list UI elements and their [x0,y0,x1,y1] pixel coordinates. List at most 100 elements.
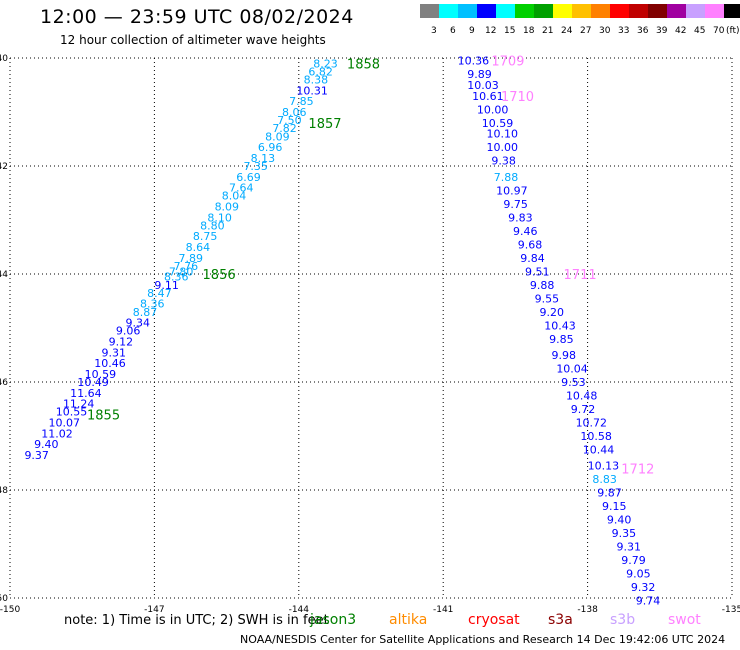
scale-label: 15 [504,26,516,36]
data-point-label: 9.68 [518,238,543,251]
data-point-label: 8.09 [215,201,240,214]
scale-swatch [534,4,553,18]
data-point-label: 7.82 [272,122,297,135]
data-point-label: 8.04 [222,190,247,203]
scale-swatch [724,4,740,18]
data-point-label: 11.02 [41,427,73,440]
data-point-label: 6.96 [258,141,283,154]
data-point-label: 10.00 [477,103,509,116]
data-point-label: 8.13 [251,152,276,165]
data-point-label: 9.83 [508,211,533,224]
scale-swatch [515,4,534,18]
pass-time-label: 1856 [203,268,236,283]
data-point-label: 10.61 [472,90,504,103]
satellite-legend-swot: swot [668,612,701,628]
pass-time-label: 1710 [501,90,534,105]
data-point-label: 9.20 [539,306,564,319]
data-point-label: 8.83 [592,473,617,486]
scale-swatch [477,4,496,18]
data-point-label: 9.12 [109,336,134,349]
satellite-legend-jason3: jason3 [310,612,357,628]
chart-subtitle: 12 hour collection of altimeter wave hei… [60,33,326,47]
scale-swatch [610,4,629,18]
data-point-label: 9.34 [126,317,150,330]
data-point-label: 9.74 [636,595,661,608]
scale-swatch [591,4,610,18]
scale-label: 12 [485,26,497,36]
data-point-label: 9.37 [24,449,49,462]
scale-swatch [705,4,724,18]
scale-label: 39 [656,26,668,36]
data-point-label: 10.13 [588,460,620,473]
scale-swatch [439,4,458,18]
scale-label: 3 [431,26,437,36]
scale-label: 27 [580,26,592,36]
satellite-legend-s3a: s3a [548,612,573,628]
data-point-label: 8.36 [164,271,189,284]
scale-swatch [629,4,648,18]
scale-swatch [458,4,477,18]
data-point-label: 8.06 [282,106,307,119]
data-point-label: 9.31 [101,346,126,359]
data-point-label: 9.53 [561,376,586,389]
y-tick-label: -46 [0,378,8,388]
scale-label: 21 [542,26,554,36]
data-point-label: 7.85 [289,95,314,108]
footer-credit: NOAA/NESDIS Center for Satellite Applica… [240,633,726,646]
footer-note: note: 1) Time is in UTC; 2) SWH is in fe… [64,613,329,628]
scale-swatch [686,4,705,18]
data-point-label: 9.84 [520,252,545,265]
data-point-label: 8.09 [265,130,290,143]
scale-swatch [648,4,667,18]
data-point-label: 6.82 [308,66,333,79]
data-point-label: 8.80 [200,219,225,232]
data-point-label: 7.35 [243,160,267,173]
scale-swatch [553,4,572,18]
scale-label: 9 [469,26,475,36]
data-point-label: 9.38 [491,155,516,168]
data-point-label: 9.11 [154,279,179,292]
data-point-label: 10.44 [583,444,615,457]
data-point-label: 7.88 [494,171,519,184]
data-point-label: 11.24 [63,398,95,411]
pass-time-label: 1858 [347,57,380,72]
data-point-label: 11.64 [70,387,102,400]
data-point-label: 10.43 [544,319,576,332]
data-point-label: 10.03 [467,79,499,92]
scale-swatch [496,4,515,18]
data-point-label: 9.06 [116,325,141,338]
scale-label: 6 [450,26,456,36]
scale-label: 36 [637,26,649,36]
data-point-label: 9.88 [530,279,555,292]
data-point-label: 10.10 [487,128,519,141]
scale-label: 30 [599,26,611,36]
data-point-label: 8.10 [207,211,232,224]
pass-time-label: 1712 [621,462,654,477]
data-point-label: 10.97 [496,184,528,197]
data-point-label: 10.07 [49,417,81,430]
x-tick-label: -135 [722,605,740,615]
data-point-label: 9.55 [535,292,560,305]
data-point-label: 8.23 [313,57,338,70]
pass-time-label: 1857 [308,117,341,132]
scale-label: 70 [713,26,725,36]
y-tick-label: -44 [0,270,8,280]
scale-label: 42 [675,26,687,36]
data-point-label: 9.05 [626,568,651,581]
y-tick-label: -42 [0,162,8,172]
data-point-label: 9.31 [616,541,641,554]
x-tick-label: -141 [433,605,453,615]
scale-swatch [420,4,439,18]
data-point-label: 9.79 [621,554,646,567]
scale-label: 45 [694,26,706,36]
data-point-label: 8.36 [140,298,165,311]
scale-swatch [572,4,591,18]
data-point-label: 10.04 [556,363,588,376]
scale-label: 18 [523,26,535,36]
data-point-label: 10.58 [580,430,612,443]
x-tick-label: -138 [577,605,598,615]
data-point-label: 9.89 [467,68,492,81]
data-point-label: 9.32 [631,581,656,594]
data-point-label: 9.40 [607,514,632,527]
